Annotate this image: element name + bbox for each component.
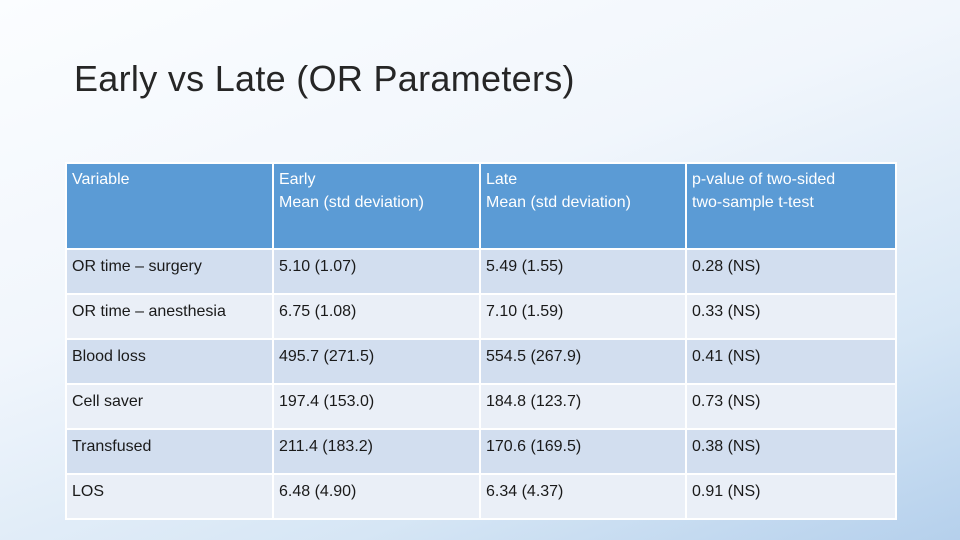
row-late-cell: 170.6 (169.5) [479,428,687,475]
results-table: Variable Early Mean (std deviation) Late… [65,162,897,520]
header-late-label: Late [486,171,518,188]
row-p-value-cell: 0.73 (NS) [685,383,897,430]
table-row: LOS 6.48 (4.90) 6.34 (4.37) 0.91 (NS) [65,473,897,520]
table-row: Blood loss 495.7 (271.5) 554.5 (267.9) 0… [65,338,897,385]
row-variable-cell: Transfused [65,428,274,475]
row-late-cell: 554.5 (267.9) [479,338,687,385]
row-early-cell: 5.10 (1.07) [272,248,481,295]
row-early-cell: 197.4 (153.0) [272,383,481,430]
row-early-cell: 6.48 (4.90) [272,473,481,520]
row-early-cell: 6.75 (1.08) [272,293,481,340]
header-early: Early Mean (std deviation) [272,162,481,250]
table-row: OR time – surgery 5.10 (1.07) 5.49 (1.55… [65,248,897,295]
row-p-value-cell: 0.38 (NS) [685,428,897,475]
table-header-row: Variable Early Mean (std deviation) Late… [65,162,897,250]
table-row: Transfused 211.4 (183.2) 170.6 (169.5) 0… [65,428,897,475]
header-late-sublabel: Mean (std deviation) [486,194,631,211]
row-late-cell: 184.8 (123.7) [479,383,687,430]
row-p-value-cell: 0.33 (NS) [685,293,897,340]
row-p-value-cell: 0.91 (NS) [685,473,897,520]
table-row: OR time – anesthesia 6.75 (1.08) 7.10 (1… [65,293,897,340]
row-variable-cell: OR time – surgery [65,248,274,295]
header-variable-label: Variable [72,171,130,188]
header-late: Late Mean (std deviation) [479,162,687,250]
row-late-cell: 5.49 (1.55) [479,248,687,295]
row-early-cell: 211.4 (183.2) [272,428,481,475]
row-early-cell: 495.7 (271.5) [272,338,481,385]
header-early-sublabel: Mean (std deviation) [279,194,424,211]
row-variable-cell: Cell saver [65,383,274,430]
row-variable-cell: Blood loss [65,338,274,385]
header-variable: Variable [65,162,274,250]
header-p-value-sublabel: two-sample t-test [692,194,814,211]
row-variable-cell: OR time – anesthesia [65,293,274,340]
results-table-container: Variable Early Mean (std deviation) Late… [65,162,897,520]
row-variable-cell: LOS [65,473,274,520]
table-row: Cell saver 197.4 (153.0) 184.8 (123.7) 0… [65,383,897,430]
header-p-value: p-value of two-sided two-sample t-test [685,162,897,250]
slide-title: Early vs Late (OR Parameters) [74,58,575,99]
row-late-cell: 6.34 (4.37) [479,473,687,520]
header-early-label: Early [279,171,316,188]
header-p-value-label: p-value of two-sided [692,171,836,188]
row-p-value-cell: 0.41 (NS) [685,338,897,385]
row-late-cell: 7.10 (1.59) [479,293,687,340]
row-p-value-cell: 0.28 (NS) [685,248,897,295]
